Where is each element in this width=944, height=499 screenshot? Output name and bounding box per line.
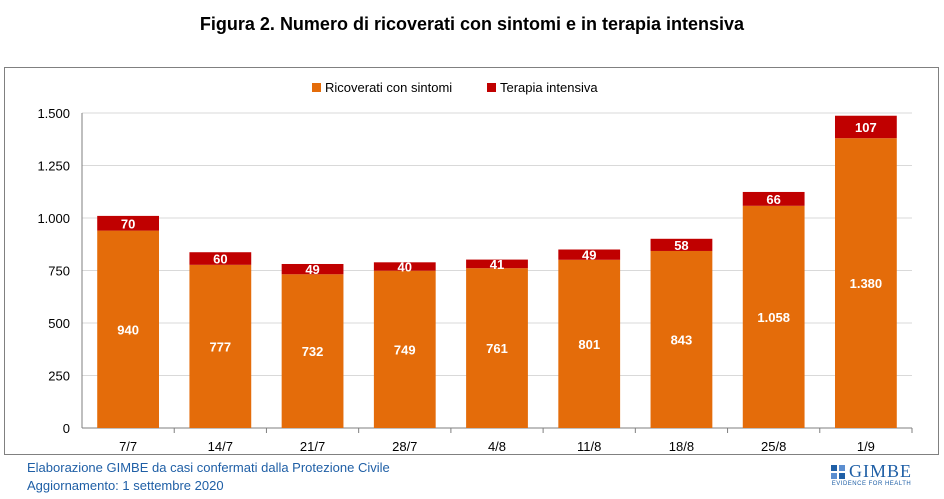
- bar-terapia: [189, 252, 252, 265]
- bar-terapia: [558, 249, 621, 260]
- x-tick-label: 7/7: [119, 439, 137, 454]
- x-tick-label: 25/8: [761, 439, 786, 454]
- y-tick-label: 0: [63, 421, 70, 436]
- y-tick-label: 250: [48, 369, 70, 384]
- y-tick-label: 750: [48, 264, 70, 279]
- x-tick-label: 1/9: [857, 439, 875, 454]
- data-label-ricoverati: 732: [302, 344, 324, 359]
- legend-terapia-label: Terapia intensiva: [500, 80, 598, 95]
- data-label-terapia: 40: [398, 260, 412, 275]
- bar-ricoverati: [466, 268, 528, 428]
- bar-ricoverati: [558, 259, 621, 428]
- bar-ricoverati: [834, 138, 897, 428]
- data-label-terapia: 49: [582, 248, 596, 263]
- bar-terapia: [373, 262, 436, 271]
- bar-ricoverati: [373, 270, 436, 428]
- x-tick-label: 11/8: [577, 439, 601, 454]
- legend-ricoverati-label: Ricoverati con sintomi: [325, 80, 452, 95]
- data-label-terapia: 60: [213, 252, 227, 267]
- y-tick-label: 1.000: [37, 211, 70, 226]
- bar-terapia: [97, 215, 160, 231]
- data-label-ricoverati: 801: [578, 337, 600, 352]
- data-label-terapia: 70: [121, 216, 135, 231]
- bar-ricoverati: [742, 205, 805, 428]
- bar-ricoverati: [97, 230, 160, 428]
- bar-terapia: [834, 115, 897, 139]
- chart-title: Figura 2. Numero di ricoverati con sinto…: [199, 14, 745, 34]
- footer-update: Aggiornamento: 1 settembre 2020: [27, 478, 224, 493]
- bar-terapia: [281, 263, 344, 275]
- legend-terapia-swatch: [487, 83, 496, 92]
- x-tick-label: 14/7: [208, 439, 233, 454]
- bar-terapia: [650, 238, 713, 251]
- data-label-terapia: 66: [766, 192, 780, 207]
- data-label-ricoverati: 1.380: [850, 276, 883, 291]
- data-label-ricoverati: 761: [486, 341, 508, 356]
- x-tick-label: 18/8: [669, 439, 694, 454]
- data-label-terapia: 41: [490, 257, 504, 272]
- data-label-ricoverati: 843: [671, 332, 693, 347]
- y-tick-label: 500: [48, 316, 70, 331]
- data-label-ricoverati: 1.058: [757, 310, 790, 325]
- data-label-terapia: 49: [305, 262, 319, 277]
- footer-source: Elaborazione GIMBE da casi confermati da…: [27, 460, 390, 475]
- bar-ricoverati: [281, 274, 344, 428]
- y-tick-label: 1.250: [37, 159, 70, 174]
- gimbe-logo-icon: [831, 464, 845, 479]
- x-tick-label: 4/8: [488, 439, 506, 454]
- bar-ricoverati: [650, 250, 713, 428]
- y-tick-label: 1.500: [37, 106, 70, 121]
- bar-terapia: [742, 191, 805, 206]
- data-label-ricoverati: 749: [394, 342, 416, 357]
- data-label-ricoverati: 940: [117, 322, 139, 337]
- chart-footer: Elaborazione GIMBE da casi confermati da…: [27, 459, 390, 495]
- bar-terapia: [466, 259, 528, 269]
- bar-ricoverati: [189, 264, 252, 428]
- x-tick-label: 28/7: [392, 439, 417, 454]
- data-label-ricoverati: 777: [209, 339, 231, 354]
- data-label-terapia: 58: [674, 238, 688, 253]
- data-label-terapia: 107: [855, 120, 877, 135]
- logo-tagline: EVIDENCE FOR HEALTH: [831, 481, 912, 487]
- chart-frame: [4, 67, 939, 455]
- logo-name: GIMBE: [849, 461, 912, 481]
- x-tick-label: 21/7: [300, 439, 325, 454]
- legend-ricoverati-swatch: [312, 83, 321, 92]
- gimbe-logo: GIMBE EVIDENCE FOR HEALTH: [831, 462, 912, 488]
